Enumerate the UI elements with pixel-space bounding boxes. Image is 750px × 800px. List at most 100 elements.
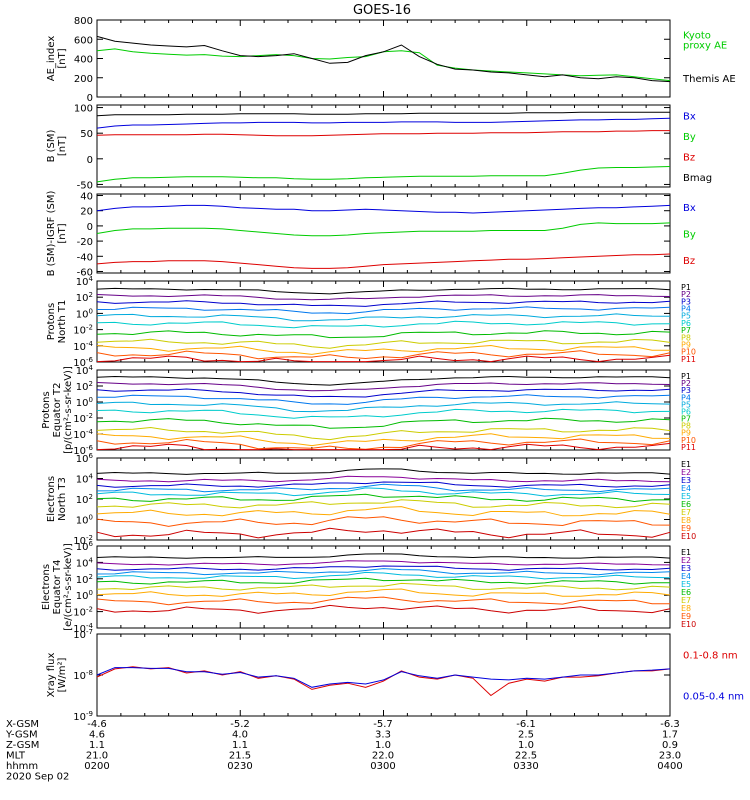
orbit-value: -4.6 [87,719,107,730]
channel-label: P7 [681,415,691,424]
channel-label: E7 [681,508,691,517]
y-tick-label: 104 [76,556,94,569]
channel-label: E5 [681,492,691,501]
y-tick-label: 10-4 [73,340,93,353]
y-tick-label: 10-7 [73,628,93,641]
channel-label: E8 [681,604,691,613]
channel-label: E7 [681,596,691,605]
orbit-value: 22.0 [372,751,394,762]
channel-label: P4 [681,305,691,314]
orbit-value: 0.9 [662,740,678,751]
flux-line-e9 [96,596,671,606]
flux-line-p2 [96,294,671,301]
legend-label: Bmag [683,173,712,184]
series-line-bmag [96,111,670,117]
flux-line-e7 [96,499,671,509]
y-axis-label: Electrons [41,564,52,610]
series-line-bz [96,253,671,269]
channel-label: E4 [681,572,691,581]
legend-label: 0.1-0.8 nm [683,651,738,662]
orbit-value: -6.1 [516,719,536,730]
y-tick-label: 50 [80,129,93,140]
y-axis-label: [nT] [57,136,68,156]
y-axis-label: [p/(cm²-s-sr-keV)] [63,366,74,454]
legend-label: Bx [683,203,696,214]
flux-line-p9 [96,344,670,355]
orbit-row-label: Z-GSM [6,740,39,751]
orbit-value: 4.6 [89,730,105,741]
flux-line-e9 [96,516,671,527]
channel-label: P10 [681,348,696,357]
flux-line-p9 [96,433,671,447]
y-tick-label: 100 [76,307,93,320]
legend-label: By [683,132,696,143]
legend-label: By [683,230,696,241]
y-tick-label: 100 [76,514,93,527]
y-axis-label: Protons [41,391,52,428]
channel-label: E1 [681,460,691,469]
y-tick-label: 102 [76,493,93,506]
y-tick-label: -20 [77,237,93,248]
flux-line-e1 [96,468,671,475]
flux-line-p1 [96,375,671,386]
channel-label: P6 [681,319,691,328]
legend-label: Kyoto [683,30,711,41]
channel-label: P5 [681,312,691,321]
legend-label: proxy AE [683,40,727,51]
orbit-table: X-GSM -4.6 -5.2 -5.7 -6.1 -6.3 Y-GSM 4.6 4.0 3.3 2… [5,719,683,783]
orbit-value: -5.7 [373,719,393,730]
flux-line-e4 [96,568,671,576]
flux-line-p10 [96,438,671,450]
channel-label: E9 [681,612,691,621]
y-tick-label: 10-8 [73,669,93,682]
y-axis-label: [nT] [57,48,68,68]
orbit-row-label: MLT [6,751,26,762]
series-line-by [96,166,671,183]
orbit-value: 1.0 [375,740,391,751]
y-tick-label: 106 [76,540,94,553]
flux-line-p11 [96,442,671,451]
flux-line-e5 [96,571,671,580]
series-line-bx [96,204,671,214]
legend-label: Bz [683,256,695,267]
flux-line-p8 [96,338,671,349]
series-line-0-05-0-4-nm [96,667,671,688]
channel-label: P4 [681,393,691,402]
orbit-value: 1.1 [232,740,248,751]
legend-label: Bx [683,111,696,122]
flux-line-p4 [96,306,671,315]
orbit-value: 22.5 [515,751,537,762]
flux-line-p8 [96,426,671,441]
channel-label: P1 [681,372,691,381]
flux-line-p5 [96,401,671,413]
flux-line-p1 [96,287,671,295]
orbit-value: 0300 [370,761,395,772]
orbit-value: 1.0 [518,740,534,751]
flux-line-e3 [96,481,671,488]
channel-label: E1 [681,548,691,557]
y-axis-label: [e/(cm²-s-sr-keV)] [63,543,74,631]
channel-label: P10 [681,436,696,445]
channel-label: E2 [681,468,691,477]
y-tick-label: 104 [76,364,94,377]
y-tick-label: 100 [74,104,93,115]
y-tick-label: -40 [77,252,93,263]
y-tick-label: 400 [74,55,93,66]
orbit-value: 0230 [227,761,252,772]
channel-label: P1 [681,283,691,292]
y-tick-label: 102 [76,291,93,304]
y-tick-label: 20 [80,207,93,218]
y-axis-label: B (SM)-IGRF (SM) [46,191,57,277]
orbit-value: -6.3 [660,719,680,730]
orbit-value: 23.0 [659,751,681,762]
orbit-value: 0200 [84,761,109,772]
flux-line-p3 [96,300,671,307]
orbit-row-label: Y-GSM [5,730,38,741]
y-tick-label: 800 [74,16,93,27]
channel-label: E10 [681,532,696,541]
orbit-value: 21.0 [86,751,108,762]
y-axis-label: North T3 [57,477,68,521]
